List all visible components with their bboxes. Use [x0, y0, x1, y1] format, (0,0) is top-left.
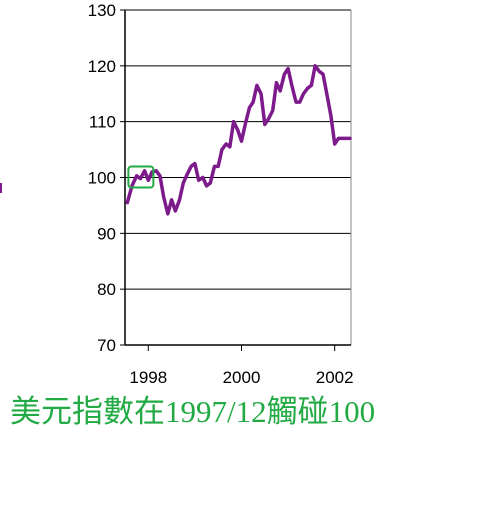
- y-tick-label: 100: [88, 169, 116, 188]
- x-tick-label: 1998: [129, 368, 167, 387]
- y-tick-label: 120: [88, 57, 116, 76]
- y-tick-label: 70: [97, 336, 116, 355]
- y-tick-label: 90: [97, 224, 116, 243]
- series-line: [125, 64, 352, 216]
- axes: [120, 9, 352, 351]
- y-tick-labels: 70 80 90 100 110 120 130: [88, 1, 116, 355]
- x-tick-labels: 1998 2000 2002: [129, 368, 353, 387]
- edge-mark: [0, 183, 2, 193]
- y-tick-label: 130: [88, 1, 116, 20]
- x-tick-label: 2000: [223, 368, 261, 387]
- gridlines: [125, 9, 351, 346]
- caption: 美元指數在1997/12觸碰100: [10, 394, 376, 429]
- data-points: [127, 65, 351, 214]
- dollar-index-chart: 70 80 90 100 110 120 130 1998 2000 2002: [88, 1, 354, 387]
- x-tick-label: 2002: [316, 368, 354, 387]
- y-tick-label: 110: [89, 113, 116, 132]
- y-tick-label: 80: [97, 280, 116, 299]
- highlight-box: [127, 165, 155, 189]
